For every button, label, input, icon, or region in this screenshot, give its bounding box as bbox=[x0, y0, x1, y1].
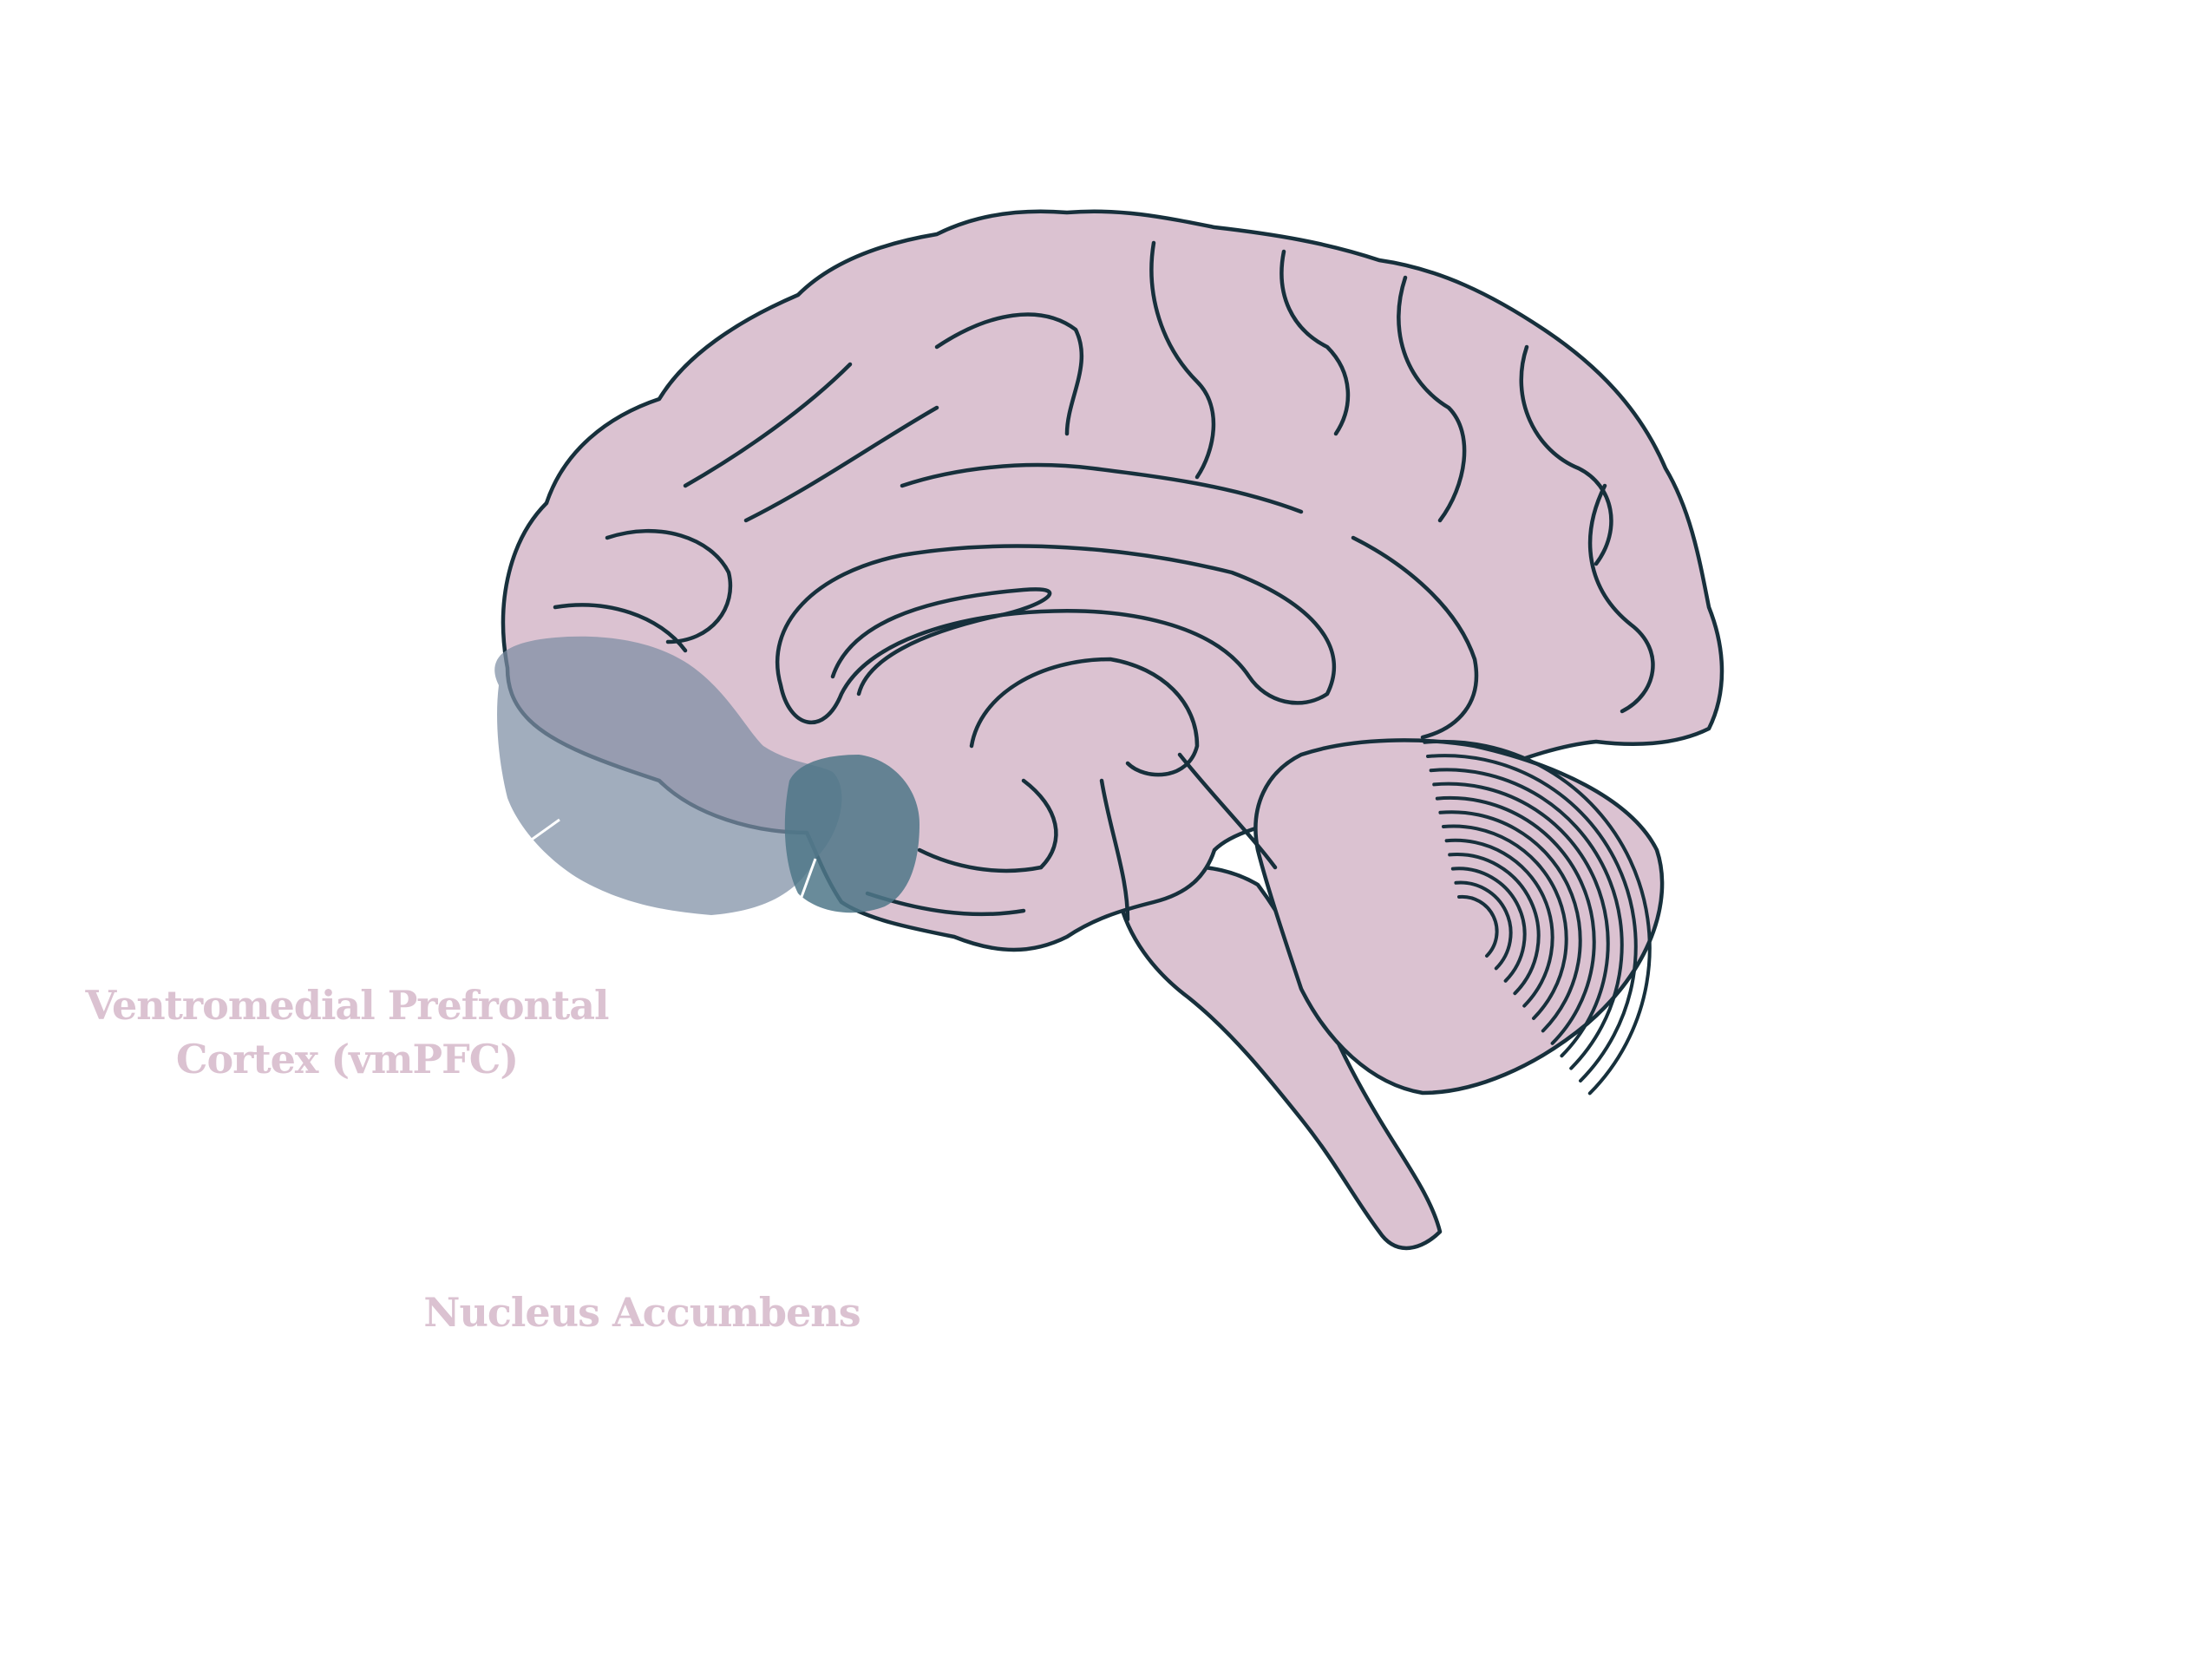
cerebellar-folium bbox=[1454, 880, 1513, 971]
cerebellar-folium bbox=[1448, 853, 1541, 996]
fornix bbox=[830, 587, 1052, 697]
midbrain-outline bbox=[1099, 752, 1278, 922]
vmpfc-highlight bbox=[494, 636, 842, 915]
cerebellar-folium bbox=[1426, 754, 1638, 1083]
cerebellar-folium bbox=[1442, 824, 1568, 1020]
vmpfc-label-line2: Cortex (vmPFC) bbox=[175, 1036, 519, 1083]
vmpfc-label: Ventromedial Prefrontal Cortex (vmPFC) bbox=[78, 978, 616, 1086]
cerebellar-folium bbox=[1423, 739, 1652, 1096]
cerebellar-folia bbox=[1423, 739, 1652, 1096]
cerebellar-folium bbox=[1438, 810, 1582, 1033]
cerebellar-folium bbox=[1432, 782, 1610, 1058]
cerebellar-folium bbox=[1450, 867, 1527, 983]
vmpfc-leader-line bbox=[528, 818, 560, 843]
corpus-callosum bbox=[775, 544, 1337, 725]
cerebellar-folium bbox=[1457, 894, 1499, 958]
cerebellar-folium bbox=[1429, 768, 1624, 1070]
thalamus bbox=[969, 657, 1200, 777]
cerebellar-folium bbox=[1435, 795, 1596, 1045]
nucleus-accumbens-leader-line bbox=[796, 858, 817, 907]
nucleus-accumbens-highlight bbox=[784, 755, 919, 913]
gyri-folds bbox=[553, 240, 1655, 917]
vmpfc-label-line1: Ventromedial Prefrontal bbox=[85, 982, 610, 1029]
cerebellar-folium bbox=[1444, 838, 1554, 1008]
nucleus-accumbens-label: Nucleus Accumbens bbox=[423, 1289, 861, 1336]
